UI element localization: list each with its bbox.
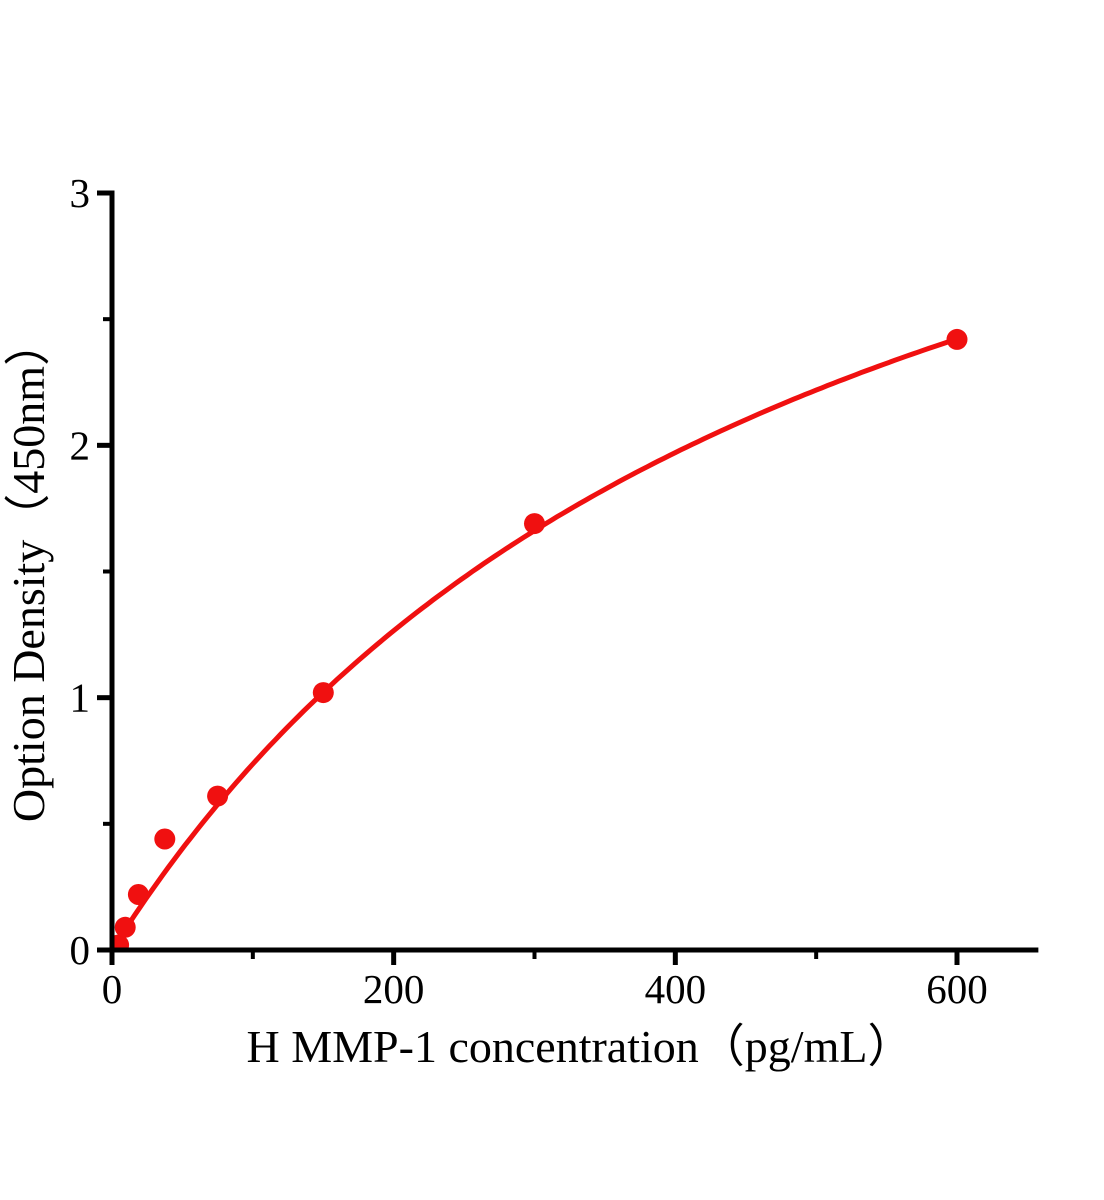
x-tick-label: 200 bbox=[363, 966, 425, 1012]
data-point bbox=[312, 682, 334, 704]
fit-curve bbox=[112, 336, 960, 950]
y-tick-label: 0 bbox=[70, 927, 91, 973]
data-point bbox=[112, 934, 130, 950]
x-tick-label: 600 bbox=[926, 966, 988, 1012]
y-tick-label: 3 bbox=[70, 170, 91, 216]
x-axis-title: H MMP-1 concentration（pg/mL） bbox=[247, 1021, 914, 1072]
axes-lines bbox=[109, 190, 1039, 953]
data-point bbox=[207, 785, 229, 807]
data-point bbox=[524, 513, 545, 535]
x-tick-label: 0 bbox=[102, 966, 123, 1012]
data-point bbox=[127, 884, 149, 905]
data-point bbox=[114, 916, 136, 938]
x-tick-label: 400 bbox=[645, 966, 707, 1012]
y-tick-label: 1 bbox=[70, 675, 91, 721]
y-axis-title: Option Density（450nm） bbox=[3, 320, 54, 822]
data-point bbox=[154, 828, 176, 850]
axes-layer: 0 200 400 600 0 1 2 3 bbox=[70, 170, 1039, 1012]
y-tick-label: 2 bbox=[70, 422, 91, 468]
data-point bbox=[946, 328, 968, 350]
data-series-layer bbox=[112, 328, 968, 950]
